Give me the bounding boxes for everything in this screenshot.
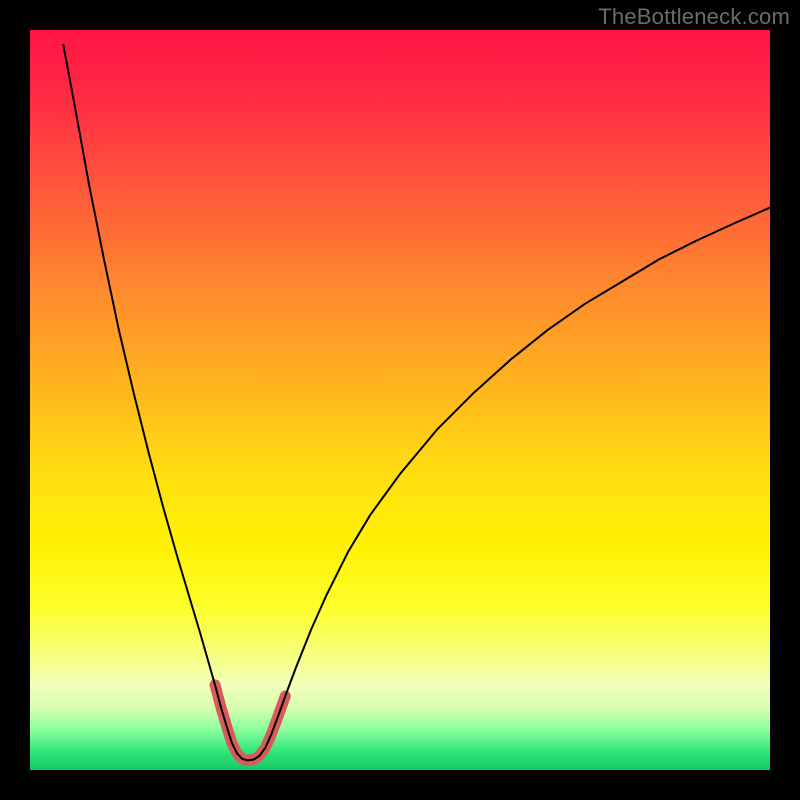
chart-container: TheBottleneck.com [0, 0, 800, 800]
chart-background-gradient [30, 30, 770, 770]
watermark-text: TheBottleneck.com [598, 4, 790, 30]
bottleneck-chart-svg [0, 0, 800, 800]
